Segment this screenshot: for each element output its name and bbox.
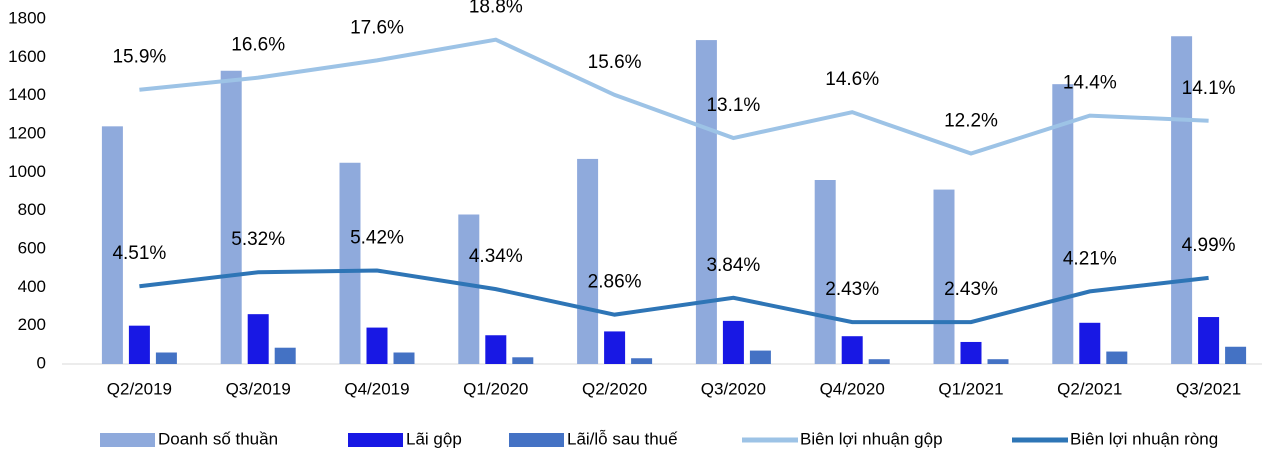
x-tick-label: Q2/2019	[107, 379, 172, 398]
bar	[1225, 346, 1247, 364]
data-label: 4.34%	[469, 246, 523, 267]
bar	[868, 359, 890, 364]
bar	[1079, 322, 1101, 364]
bar	[128, 325, 150, 364]
bar	[393, 352, 415, 364]
legend-label: Biên lợi nhuận gộp	[800, 429, 943, 448]
bar	[339, 162, 361, 364]
bar	[695, 40, 717, 364]
data-label: 17.6%	[350, 17, 404, 38]
bar	[933, 189, 955, 364]
y-tick-label: 800	[18, 200, 46, 219]
data-label: 18.8%	[469, 0, 523, 18]
y-tick-label: 1600	[8, 47, 46, 66]
bar	[987, 359, 1009, 364]
y-tick-label: 0	[37, 353, 46, 372]
data-label: 5.42%	[350, 228, 404, 249]
x-tick-label: Q2/2021	[1057, 379, 1122, 398]
legend-label: Lãi gộp	[406, 429, 462, 448]
bar	[960, 341, 982, 364]
legend-swatch	[509, 433, 564, 447]
data-label: 3.84%	[706, 255, 760, 276]
bar	[274, 347, 296, 364]
line	[139, 268, 1209, 325]
bar	[1106, 351, 1128, 364]
y-tick-label: 1200	[8, 123, 46, 142]
bar	[631, 358, 653, 364]
data-label: 14.4%	[1063, 73, 1117, 94]
data-label: 2.43%	[944, 279, 998, 300]
bar	[841, 336, 863, 364]
y-tick-label: 600	[18, 238, 46, 257]
x-tick-label: Q1/2021	[938, 379, 1003, 398]
data-label: 13.1%	[706, 95, 760, 116]
data-label: 4.51%	[112, 243, 166, 264]
data-label: 5.32%	[231, 229, 285, 250]
data-label: 4.99%	[1182, 235, 1236, 256]
legend-label: Doanh số thuần	[158, 429, 278, 448]
bar	[722, 320, 744, 364]
y-tick-label: 400	[18, 277, 46, 296]
y-tick-label: 1800	[8, 8, 46, 27]
x-tick-label: Q1/2020	[463, 379, 528, 398]
y-tick-label: 1000	[8, 162, 46, 181]
x-tick-label: Q3/2021	[1176, 379, 1241, 398]
x-tick-label: Q4/2019	[344, 379, 409, 398]
bar	[458, 214, 480, 364]
bar	[220, 70, 242, 364]
bar	[101, 126, 123, 364]
bar	[604, 331, 626, 364]
bar	[749, 350, 771, 364]
bar	[1198, 317, 1220, 364]
legend-label: Biên lợi nhuận ròng	[1070, 429, 1218, 448]
data-label: 12.2%	[944, 111, 998, 132]
y-tick-label: 1400	[8, 85, 46, 104]
data-label: 14.1%	[1182, 78, 1236, 99]
bar	[485, 335, 507, 364]
bar	[1052, 84, 1074, 365]
data-label: 16.6%	[231, 35, 285, 56]
legend-swatch	[100, 433, 155, 447]
x-tick-label: Q2/2020	[582, 379, 647, 398]
legend-swatch	[348, 433, 403, 447]
data-label: 4.21%	[1063, 248, 1117, 269]
x-tick-label: Q3/2020	[701, 379, 766, 398]
legend-label: Lãi/lỗ sau thuế	[567, 429, 678, 448]
bar	[512, 357, 534, 364]
x-tick-label: Q4/2020	[820, 379, 885, 398]
bar	[577, 158, 599, 364]
data-label: 14.6%	[825, 69, 879, 90]
data-label: 2.43%	[825, 279, 879, 300]
bar	[814, 180, 836, 364]
data-label: 15.6%	[588, 52, 642, 73]
data-label: 2.86%	[588, 272, 642, 293]
data-label: 15.9%	[112, 47, 166, 68]
bar	[155, 352, 177, 364]
line	[139, 37, 1209, 156]
x-tick-label: Q3/2019	[226, 379, 291, 398]
y-tick-label: 200	[18, 315, 46, 334]
bar	[366, 327, 388, 364]
bar	[247, 314, 269, 364]
